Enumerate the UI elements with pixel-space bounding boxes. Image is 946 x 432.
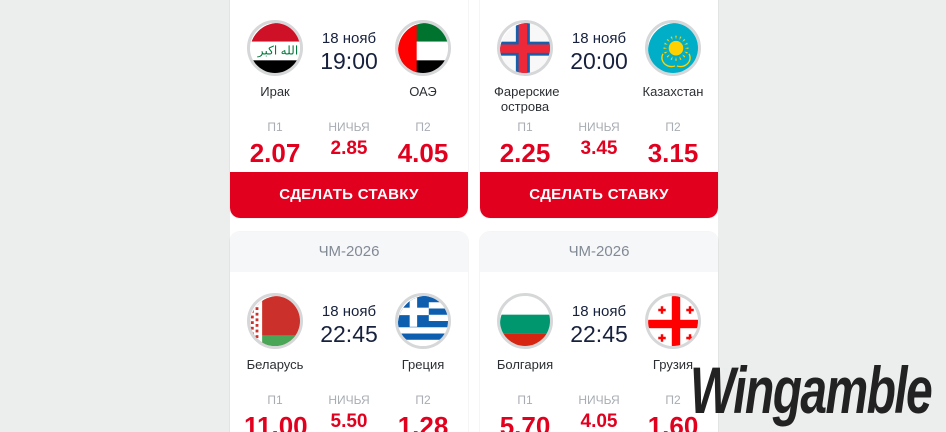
svg-text:الله اكبر: الله اكبر xyxy=(257,44,298,58)
svg-text:Wingamble: Wingamble xyxy=(690,355,932,428)
